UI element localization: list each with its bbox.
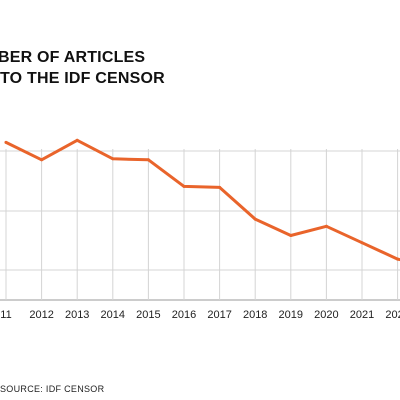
data-point-2014 [111, 157, 115, 161]
x-tick-label-2019: 2019 [279, 309, 303, 321]
x-tick-label-2015: 2015 [136, 309, 160, 321]
data-point-2016 [182, 184, 186, 188]
x-tick-label-2022: 2022 [385, 309, 400, 321]
x-tick-label-2016: 2016 [172, 309, 196, 321]
chart-title-line-2: TO THE IDF CENSOR [0, 70, 165, 87]
source-note: SOURCE: IDF CENSOR [0, 384, 105, 394]
data-point-2020 [324, 224, 328, 228]
series-layer [4, 138, 400, 262]
x-tick-label-2017: 2017 [207, 309, 231, 321]
data-point-2015 [146, 158, 150, 162]
data-point-2017 [218, 185, 222, 189]
x-tick-label-2018: 2018 [243, 309, 267, 321]
data-point-2011 [4, 140, 8, 144]
data-point-2021 [360, 241, 364, 245]
data-point-2019 [289, 234, 293, 237]
x-tick-label-2012: 2012 [29, 309, 53, 321]
chart-title-line-1: BER OF ARTICLES [0, 49, 146, 66]
x-tick-label-2021: 2021 [350, 309, 374, 321]
gridlines [0, 149, 400, 301]
data-point-2012 [40, 158, 44, 162]
x-tick-label-2014: 2014 [101, 309, 125, 321]
x-tick-label-2011: 11 [0, 309, 11, 321]
series-line [4, 138, 400, 262]
x-tick-label-2020: 2020 [314, 309, 338, 321]
data-point-2013 [75, 138, 79, 142]
data-point-2022 [396, 257, 400, 261]
x-tick-label-2013: 2013 [65, 309, 89, 321]
x-axis-ticks: 11 2012 2013 2014 2015 2016 2017 2018 2019 2020 20… [0, 309, 400, 321]
data-point-2018 [253, 217, 257, 221]
